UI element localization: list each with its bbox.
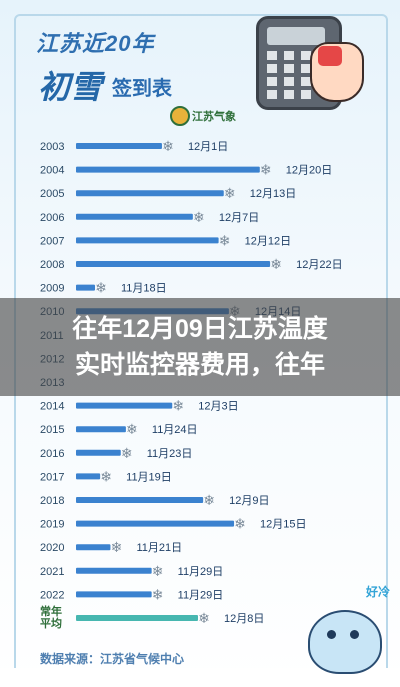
category-label: 2017 bbox=[40, 471, 64, 483]
fingerprint-pad-icon bbox=[318, 46, 342, 66]
snowflake-icon: ❄ bbox=[224, 186, 236, 202]
category-label: 2021 bbox=[40, 566, 64, 578]
bar bbox=[76, 402, 173, 409]
category-label: 2005 bbox=[40, 188, 64, 200]
category-label: 2020 bbox=[40, 542, 64, 554]
bar bbox=[76, 449, 121, 456]
snowflake-icon: ❄ bbox=[162, 139, 174, 155]
category-label: 2009 bbox=[40, 283, 64, 295]
data-label: 11月29日 bbox=[178, 566, 224, 578]
bar bbox=[76, 520, 235, 527]
snowflake-icon: ❄ bbox=[234, 517, 246, 533]
bar bbox=[76, 237, 219, 244]
snowflake-icon: ❄ bbox=[152, 564, 164, 580]
data-label: 12月1日 bbox=[188, 141, 228, 153]
agency-logo-icon bbox=[170, 106, 190, 126]
headline-line1: 往年12月09日江苏温度 bbox=[72, 315, 328, 343]
data-label: 12月12日 bbox=[245, 235, 291, 247]
category-label: 常年 bbox=[40, 604, 62, 618]
title-main: 初雪 bbox=[38, 69, 103, 105]
snowflake-icon: ❄ bbox=[126, 422, 138, 438]
data-label: 12月15日 bbox=[260, 519, 306, 531]
category-label: 2006 bbox=[40, 212, 64, 224]
snowflake-icon: ❄ bbox=[172, 399, 184, 415]
bar bbox=[76, 591, 152, 598]
bar bbox=[76, 213, 193, 220]
snowman-mascot-icon bbox=[308, 610, 382, 674]
category-label: 2022 bbox=[40, 589, 64, 601]
data-label: 12月8日 bbox=[224, 613, 264, 625]
bar bbox=[76, 166, 260, 173]
snowflake-icon: ❄ bbox=[203, 493, 215, 509]
data-label: 12月9日 bbox=[229, 495, 269, 507]
data-label: 12月22日 bbox=[296, 259, 342, 271]
snowflake-icon: ❄ bbox=[100, 469, 112, 485]
snowflake-icon: ❄ bbox=[260, 163, 272, 179]
bar bbox=[76, 143, 162, 149]
category-label: 2014 bbox=[40, 401, 64, 413]
bar bbox=[76, 426, 126, 433]
snowflake-icon: ❄ bbox=[95, 281, 107, 297]
bar bbox=[76, 567, 152, 574]
bar bbox=[76, 261, 271, 267]
bar bbox=[76, 497, 204, 503]
snowflake-icon: ❄ bbox=[152, 587, 164, 603]
data-label: 11月23日 bbox=[147, 448, 193, 460]
snowflake-icon: ❄ bbox=[121, 446, 133, 462]
data-label: 12月13日 bbox=[250, 188, 296, 200]
snowflake-icon: ❄ bbox=[219, 233, 231, 249]
device-keypad bbox=[267, 51, 311, 99]
source-text: 数据来源：江苏省气候中心 bbox=[40, 652, 185, 666]
category-label: 2019 bbox=[40, 519, 64, 531]
category-label: 2004 bbox=[40, 165, 64, 177]
data-label: 11月24日 bbox=[152, 424, 198, 436]
category-label: 2018 bbox=[40, 495, 64, 507]
snowflake-icon: ❄ bbox=[111, 540, 123, 556]
bar bbox=[76, 284, 95, 291]
category-label: 平均 bbox=[40, 616, 62, 630]
category-label: 2007 bbox=[40, 235, 64, 247]
category-label: 2008 bbox=[40, 259, 64, 271]
mascot-eye-left bbox=[327, 630, 336, 639]
category-label: 2016 bbox=[40, 448, 64, 460]
bar bbox=[76, 190, 224, 197]
data-label: 11月18日 bbox=[121, 283, 167, 295]
snowflake-icon: ❄ bbox=[193, 210, 205, 226]
data-label: 11月21日 bbox=[136, 542, 182, 554]
data-label: 12月20日 bbox=[286, 165, 332, 177]
mascot-eye-right bbox=[350, 630, 359, 639]
data-label: 12月3日 bbox=[198, 401, 238, 413]
category-label: 2003 bbox=[40, 141, 64, 153]
data-label: 11月19日 bbox=[126, 471, 172, 483]
headline-line2: 实时监控器费用，往年 bbox=[74, 351, 325, 379]
title-line1: 江苏近20年 bbox=[36, 31, 155, 56]
device-screen bbox=[267, 27, 325, 45]
headline-overlay: 往年12月09日江苏温度 实时监控器费用，往年 bbox=[0, 298, 400, 396]
data-label: 11月29日 bbox=[178, 589, 224, 601]
category-label: 2015 bbox=[40, 424, 64, 436]
bar bbox=[76, 473, 101, 480]
bar bbox=[76, 615, 198, 621]
bar bbox=[76, 544, 111, 551]
sticker-text: 好冷 bbox=[366, 585, 391, 599]
data-label: 12月7日 bbox=[219, 212, 259, 224]
agency-badge-label: 江苏气象 bbox=[192, 111, 236, 123]
snowflake-icon: ❄ bbox=[198, 611, 210, 627]
snowflake-icon: ❄ bbox=[270, 257, 282, 273]
title-sub: 签到表 bbox=[112, 78, 172, 100]
snowbank bbox=[0, 668, 400, 687]
